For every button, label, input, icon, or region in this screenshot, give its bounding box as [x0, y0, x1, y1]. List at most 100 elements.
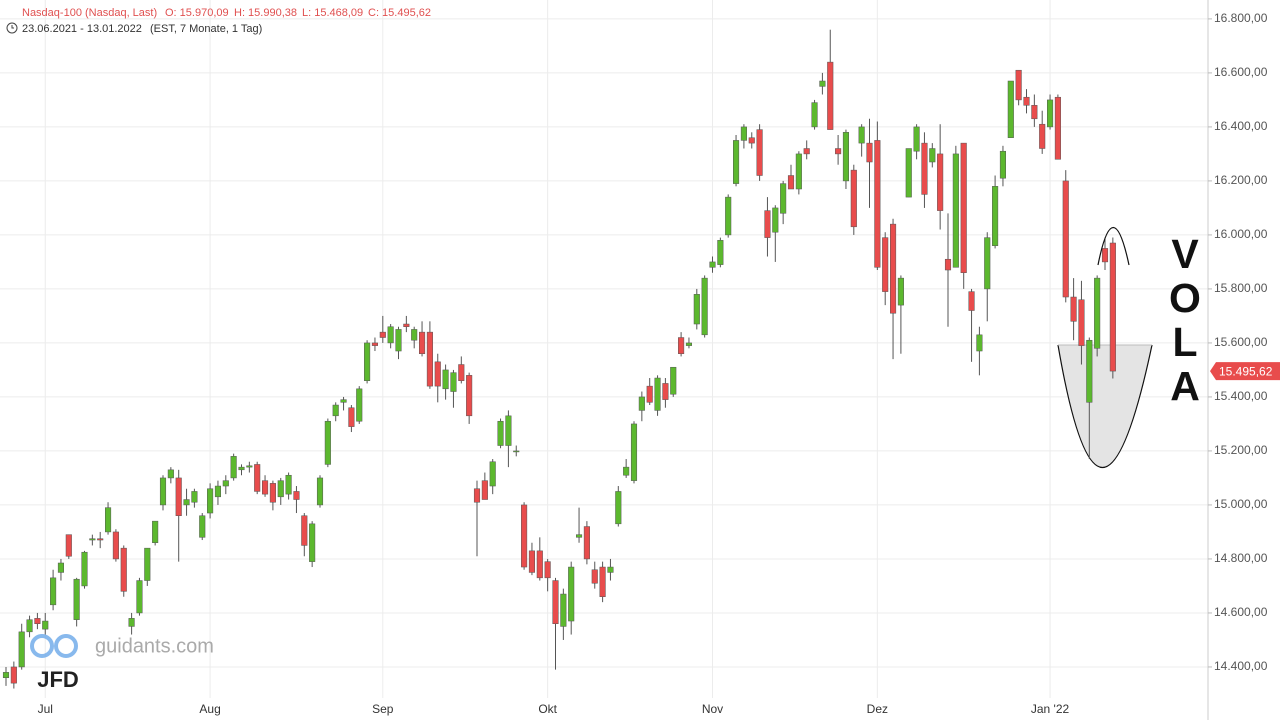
- candle-body: [18, 631, 25, 668]
- candle-body: [662, 383, 669, 400]
- candle-body: [167, 469, 174, 479]
- candle-body: [528, 550, 536, 573]
- last-price-label: 15.495,62: [1219, 364, 1273, 378]
- candle-body: [411, 329, 418, 341]
- candle-body: [670, 366, 677, 395]
- candle-body: [803, 148, 810, 155]
- candle-body: [136, 580, 143, 614]
- logo-text: JFD: [37, 667, 79, 692]
- candle-body: [952, 153, 959, 268]
- candle-body: [65, 534, 72, 557]
- candle-body: [207, 488, 214, 514]
- candle-body: [89, 538, 96, 541]
- candle-body: [238, 466, 245, 471]
- candle-body: [1070, 296, 1077, 322]
- candle-body: [324, 420, 331, 465]
- candle-body: [748, 137, 755, 144]
- y-tick-label: 16.000,00: [1214, 227, 1268, 241]
- candle-body: [42, 620, 49, 630]
- candle-body: [921, 142, 928, 195]
- last-price-marker: [1210, 362, 1280, 381]
- candle-body: [73, 578, 80, 620]
- candle-body: [999, 150, 1007, 179]
- candle-body: [568, 566, 575, 622]
- candle-body: [1109, 242, 1116, 372]
- candle-body: [623, 466, 630, 476]
- candle-body: [262, 480, 269, 495]
- candle-body: [976, 334, 983, 352]
- candle-body: [968, 291, 975, 311]
- candle-body: [340, 399, 347, 403]
- candle-body: [740, 126, 747, 141]
- candle-body: [277, 480, 284, 498]
- candle-body: [560, 593, 567, 627]
- candle-body: [1094, 277, 1101, 349]
- x-tick-label: Sep: [372, 702, 394, 716]
- candle-body: [285, 474, 292, 495]
- candle-body: [81, 551, 88, 587]
- ohlc-label: C: 15.495,62: [368, 7, 431, 19]
- candle-body: [835, 148, 842, 155]
- candle-body: [536, 550, 543, 579]
- candle-body: [733, 140, 740, 184]
- candle-body: [387, 326, 394, 344]
- x-tick-label: Aug: [199, 702, 220, 716]
- candle-body: [630, 423, 638, 481]
- candle-body: [984, 237, 991, 290]
- candle-body: [599, 566, 606, 597]
- candle-body: [348, 407, 355, 427]
- candle-body: [905, 148, 912, 198]
- y-tick-label: 15.400,00: [1214, 389, 1268, 403]
- candle-body: [364, 342, 371, 381]
- candle-body: [144, 547, 151, 581]
- candle-body: [850, 169, 857, 228]
- candle-body: [214, 485, 221, 498]
- candle-body: [874, 140, 881, 268]
- upper-arc: [1097, 227, 1130, 266]
- y-tick-label: 15.800,00: [1214, 281, 1268, 295]
- candle-body: [50, 577, 57, 606]
- x-tick-label: Jan '22: [1031, 702, 1070, 716]
- candle-body: [458, 364, 465, 381]
- candle-body: [842, 132, 850, 182]
- candle-body: [1031, 105, 1038, 120]
- candle-body: [403, 323, 410, 327]
- candle-body: [780, 183, 787, 214]
- candle-body: [269, 483, 276, 503]
- candle-body: [654, 377, 661, 411]
- x-tick-label: Dez: [867, 702, 888, 716]
- candle-body: [513, 450, 520, 453]
- candle-body: [426, 331, 433, 387]
- candle-body: [222, 480, 229, 487]
- candle-body: [356, 388, 363, 422]
- candle-body: [128, 618, 135, 627]
- candle-body: [230, 456, 237, 479]
- logo-ring: [54, 634, 78, 658]
- candle-body: [521, 504, 528, 568]
- lower-arc: [1057, 344, 1153, 469]
- candle-body: [246, 465, 253, 468]
- subtitle: 23.06.2021 - 13.01.2022: [22, 23, 142, 35]
- candle-body: [450, 372, 457, 392]
- x-tick-label: Jul: [38, 702, 53, 716]
- candle-body: [316, 477, 324, 506]
- candle-body: [301, 515, 308, 546]
- candle-body: [395, 329, 402, 352]
- candle-body: [638, 396, 645, 411]
- candle-body: [112, 531, 119, 560]
- candle-body: [152, 520, 159, 543]
- candle-body: [2, 672, 10, 678]
- candle-body: [858, 126, 865, 144]
- candle-body: [1086, 339, 1093, 403]
- candle-body: [159, 477, 167, 506]
- candle-body: [591, 569, 598, 584]
- clock-hands: [11, 25, 14, 29]
- candle-body: [764, 210, 771, 238]
- ohlc-label: H: 15.990,38: [234, 7, 297, 19]
- candle-body: [811, 102, 818, 128]
- candle-body: [505, 415, 512, 446]
- candle-body: [866, 142, 873, 163]
- y-tick-label: 16.800,00: [1214, 11, 1268, 25]
- candle-body: [717, 240, 724, 265]
